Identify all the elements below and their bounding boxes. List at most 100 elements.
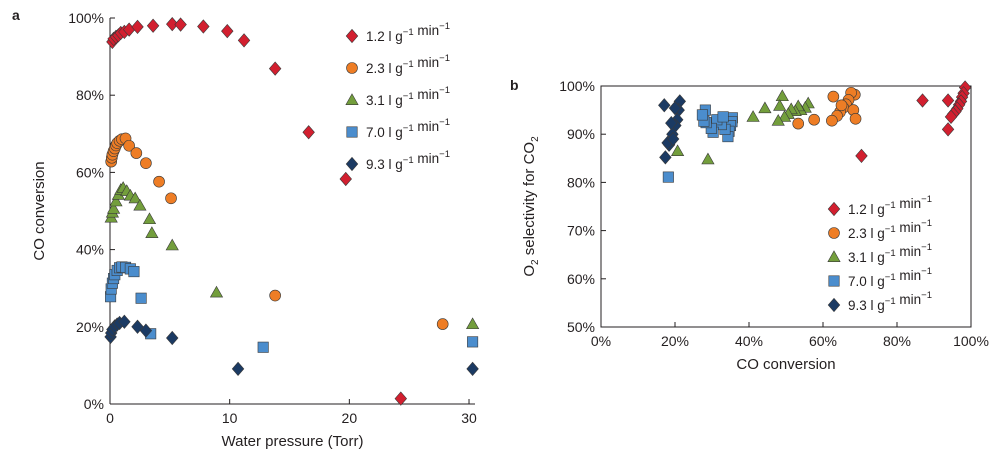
data-point: [133, 198, 147, 211]
plot-frame: [600, 85, 972, 328]
y-tick-label: 100%: [68, 10, 104, 26]
x-axis-label: CO conversion: [736, 356, 835, 373]
series-1: [855, 80, 972, 164]
legend-marker: [828, 227, 840, 239]
y-tick-label: 40%: [76, 242, 104, 258]
data-point: [153, 175, 165, 188]
x-tick-label: 30: [461, 410, 477, 426]
legend-marker: [345, 28, 359, 44]
panel-a-label: a: [12, 7, 20, 23]
data-point: [855, 148, 868, 164]
data-point: [123, 139, 135, 152]
data-point: [941, 122, 955, 137]
data-point: [268, 61, 282, 76]
series-5: [104, 314, 479, 377]
data-point: [941, 93, 955, 108]
x-tick-label: 20: [342, 410, 358, 426]
series-5: [658, 94, 687, 165]
data-point: [140, 157, 152, 169]
data-point: [696, 109, 708, 121]
data-point: [339, 171, 352, 187]
data-point: [130, 147, 143, 159]
y-tick-label: 50%: [567, 319, 595, 335]
data-point: [665, 115, 678, 131]
data-point: [302, 125, 315, 140]
x-tick-label: 20%: [661, 333, 689, 349]
legend-label: 7.0 l g−1 min−1: [366, 117, 450, 140]
data-point: [142, 212, 157, 225]
series-3: [670, 89, 815, 165]
y-tick-label: 100%: [559, 78, 595, 94]
data-point: [826, 114, 838, 127]
data-point: [237, 33, 251, 48]
data-point: [197, 19, 210, 34]
data-point: [668, 101, 682, 116]
data-point: [221, 23, 234, 39]
data-point: [916, 93, 929, 108]
legend-label: 2.3 l g−1 min−1: [366, 53, 450, 76]
data-point: [944, 109, 958, 124]
x-tick-label: 0: [106, 410, 114, 426]
data-point: [166, 330, 179, 346]
data-point: [128, 191, 142, 204]
y-axis-label: CO conversion: [31, 161, 48, 260]
data-point: [771, 114, 785, 126]
y-tick-label: 70%: [567, 223, 595, 239]
data-point: [835, 99, 848, 112]
x-tick-label: 10: [222, 410, 238, 426]
x-tick-label: 40%: [735, 333, 763, 349]
x-axis-label: Water pressure (Torr): [222, 433, 364, 450]
panel-b-label: b: [510, 77, 519, 93]
data-point: [466, 317, 480, 330]
data-point: [659, 150, 672, 165]
data-point: [436, 318, 449, 330]
data-point: [109, 194, 123, 207]
y-tick-label: 60%: [567, 271, 595, 287]
x-tick-label: 60%: [809, 333, 837, 349]
legend-marker: [345, 93, 359, 105]
y-tick-label: 60%: [76, 164, 104, 180]
y-tick-label: 20%: [76, 319, 104, 335]
data-point: [257, 341, 269, 353]
y-tick-label: 80%: [76, 87, 104, 103]
legend-marker: [827, 201, 841, 217]
x-tick-label: 100%: [953, 333, 989, 349]
data-point: [701, 152, 715, 165]
data-point: [746, 110, 760, 122]
legend-label: 7.0 l g−1 min−1: [848, 266, 932, 289]
data-point: [135, 292, 147, 304]
chart-panel-b: 50% 60% 70% 80% 90% 100% 0% 20% 40% 60% 80% 100% CO …: [521, 78, 989, 373]
legend-label: 9.3 l g−1 min−1: [366, 149, 450, 172]
x-tick-label: 80%: [883, 333, 911, 349]
legend-label: 3.1 l g−1 min−1: [848, 242, 932, 265]
legend-label: 2.3 l g−1 min−1: [848, 218, 932, 241]
y-tick-label: 0%: [84, 396, 104, 412]
data-point: [118, 314, 131, 329]
data-point: [269, 289, 281, 302]
data-point: [670, 144, 685, 157]
y-axis-label: O2 selectivity for CO2: [521, 136, 541, 277]
series-3: [104, 181, 480, 330]
data-point: [166, 17, 179, 32]
data-point: [792, 117, 805, 130]
legend-label: 9.3 l g−1 min−1: [848, 290, 932, 313]
data-point: [827, 90, 840, 103]
data-point: [139, 323, 153, 338]
legend-label: 3.1 l g−1 min−1: [366, 85, 450, 108]
data-point: [128, 266, 140, 278]
series-4: [662, 104, 738, 183]
data-point: [808, 113, 820, 126]
data-point: [394, 391, 408, 406]
legend: 1.2 l g−1 min−12.3 l g−1 min−13.1 l g−1 …: [827, 194, 932, 313]
legend-marker: [346, 62, 358, 74]
x-tick-label: 0%: [591, 333, 611, 349]
series-4: [105, 261, 479, 353]
data-point: [658, 98, 671, 113]
data-point: [466, 361, 479, 377]
data-point: [467, 336, 479, 348]
legend-marker: [346, 126, 358, 138]
legend-label: 1.2 l g−1 min−1: [848, 194, 932, 217]
data-point: [773, 99, 787, 111]
y-tick-label: 80%: [567, 174, 595, 190]
